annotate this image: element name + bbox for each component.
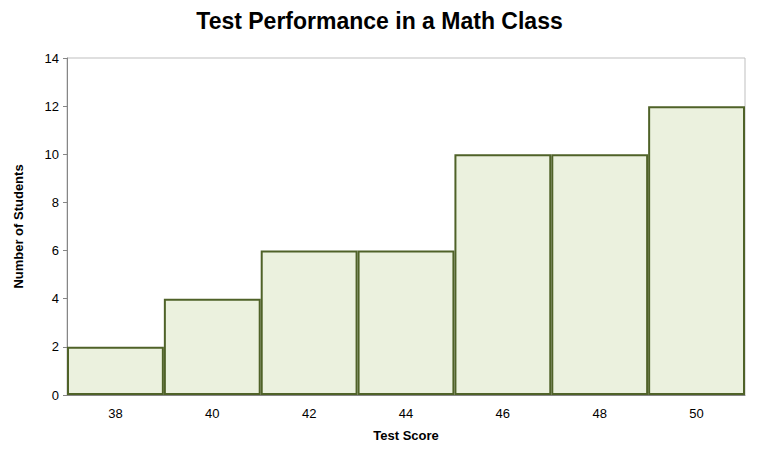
svg-text:Test Score: Test Score xyxy=(373,428,439,443)
svg-text:Number of Students: Number of Students xyxy=(11,164,26,288)
svg-text:44: 44 xyxy=(399,406,413,421)
svg-text:50: 50 xyxy=(689,406,703,421)
svg-text:46: 46 xyxy=(496,406,510,421)
svg-text:6: 6 xyxy=(52,243,59,258)
svg-text:2: 2 xyxy=(52,339,59,354)
svg-text:42: 42 xyxy=(302,406,316,421)
svg-text:48: 48 xyxy=(592,406,606,421)
svg-text:12: 12 xyxy=(45,99,59,114)
svg-text:14: 14 xyxy=(45,51,59,66)
svg-text:8: 8 xyxy=(52,195,59,210)
svg-text:10: 10 xyxy=(45,147,59,162)
svg-text:0: 0 xyxy=(52,388,59,403)
svg-text:40: 40 xyxy=(205,406,219,421)
svg-text:38: 38 xyxy=(108,406,122,421)
svg-text:4: 4 xyxy=(52,291,59,306)
svg-text:Test Performance in a Math Cla: Test Performance in a Math Class xyxy=(196,8,562,34)
